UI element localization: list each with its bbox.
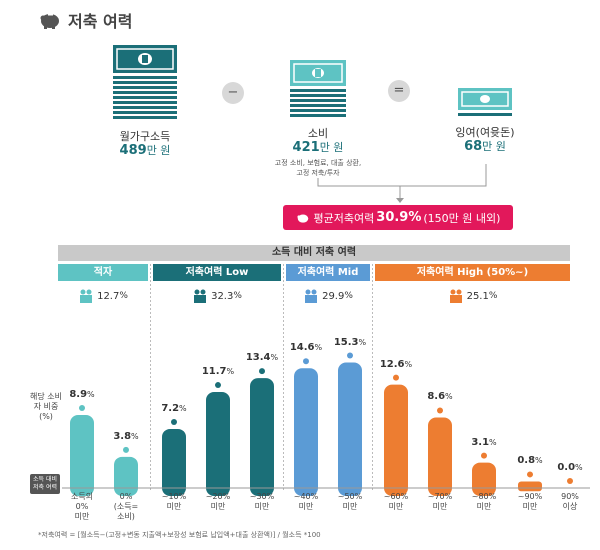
bar-value-label-6: 15.3%: [333, 336, 367, 348]
x-tick-label-1: 0% (소득= 소비): [113, 492, 139, 521]
bar-1: [114, 456, 138, 496]
people-icon: [80, 289, 93, 303]
bar-value-label-8: 8.6%: [427, 391, 453, 403]
bar-8: [428, 417, 452, 496]
x-tick-label-5: ~40% 미만: [293, 492, 319, 511]
spending-label: 소비: [307, 127, 329, 140]
bar-marker-7: [393, 374, 399, 381]
surplus-label: 잉여(여윳돈): [455, 126, 515, 139]
bar-value-label-3: 11.7%: [201, 366, 235, 378]
x-tick-label-3: ~20% 미만: [205, 492, 231, 511]
spending-value: 421만 원: [292, 140, 344, 155]
share-low: 32.3%: [153, 288, 281, 304]
x-tick-label-7: ~60% 미만: [383, 492, 409, 511]
bar-9: [472, 462, 496, 496]
bar-marker-10: [527, 471, 533, 478]
banner-value: 30.9%: [376, 210, 422, 225]
bar-6: [338, 362, 362, 496]
bar-7: [384, 384, 408, 496]
category-low: 저축여력 Low: [153, 264, 281, 281]
bar-marker-6: [347, 352, 353, 359]
bar-value-label-9: 3.1%: [471, 436, 497, 448]
page-title: 저축 여력: [68, 12, 133, 31]
bar-3: [206, 392, 230, 496]
bar-5: [294, 368, 318, 496]
bar-marker-8: [437, 407, 443, 414]
category-mid: 저축여력 Mid: [286, 264, 370, 281]
bar-marker-5: [303, 358, 309, 365]
minus-sign: −: [222, 82, 244, 104]
average-savings-banner: 평균저축여력 30.9% (150만 원 내외): [283, 205, 513, 230]
x-tick-label-4: ~30% 미만: [249, 492, 275, 511]
money-stack-large-icon: [113, 45, 177, 119]
footnote: *저축여력 = [월소득−(고정+변동 지출액+보장성 보험료 납입액+대출 상…: [38, 531, 321, 539]
bar-value-label-11: 0.0%: [557, 462, 583, 473]
bar-value-label-2: 7.2%: [161, 402, 187, 414]
piggy-bank-icon: [297, 214, 308, 223]
share-deficit: 12.7%: [58, 288, 148, 304]
y-axis-label: 해당 소비자 비중 (%): [30, 392, 62, 421]
bar-value-label-5: 14.6%: [289, 342, 323, 354]
bar-2: [162, 428, 186, 496]
equals-sign: =: [388, 80, 410, 102]
bar-4: [250, 378, 274, 496]
x-tick-label-9: ~80% 미만: [471, 492, 497, 511]
bar-10: [518, 481, 542, 492]
x-tick-label-2: ~10% 미만: [161, 492, 187, 511]
money-bill-icon: [458, 88, 512, 116]
banner-prefix: 평균저축여력: [313, 211, 375, 225]
money-stack-medium-icon: [290, 60, 346, 117]
people-icon: [305, 289, 318, 303]
bar-value-label-0: 8.9%: [69, 389, 95, 401]
people-icon: [449, 289, 462, 303]
bar-marker-2: [171, 418, 177, 425]
x-tick-label-8: ~70% 미만: [427, 492, 453, 511]
bar-marker-4: [259, 368, 265, 375]
x-axis-badge: 소득 대비 저축 여력: [30, 474, 60, 494]
bar-marker-11: [567, 478, 573, 484]
bar-marker-3: [215, 382, 221, 389]
bar-marker-9: [481, 452, 487, 459]
bar-value-label-1: 3.8%: [113, 430, 139, 442]
bar-0: [70, 415, 94, 496]
bar-marker-0: [79, 405, 85, 412]
chart-title: 소득 대비 저축 여력: [58, 245, 570, 261]
x-tick-label-11: 90% 이상: [561, 492, 579, 511]
title-row: 저축 여력: [38, 8, 132, 32]
share-high: 25.1%: [375, 288, 570, 304]
category-deficit: 적자: [58, 264, 148, 281]
x-tick-label-10: ~90% 미만: [517, 492, 543, 511]
bar-value-label-7: 12.6%: [379, 358, 413, 370]
bar-value-label-4: 13.4%: [245, 352, 279, 364]
people-icon: [194, 289, 207, 303]
category-high: 저축여력 High (50%~): [375, 264, 570, 281]
x-tick-label-0: 소득의 0% 미만: [70, 492, 94, 521]
share-mid: 29.9%: [286, 288, 370, 304]
spending-note: 고정 소비, 보험료, 대출 상환, 고정 저축/투자: [274, 159, 362, 177]
bar-marker-1: [123, 446, 129, 453]
banner-suffix: (150만 원 내외): [423, 211, 501, 225]
piggy-bank-icon: [40, 14, 59, 29]
bar-value-label-10: 0.8%: [517, 455, 543, 467]
x-tick-label-6: ~50% 미만: [337, 492, 363, 511]
income-value: 489만 원: [119, 143, 171, 158]
income-label: 월가구소득: [119, 130, 171, 143]
surplus-value: 68만 원: [464, 139, 506, 154]
